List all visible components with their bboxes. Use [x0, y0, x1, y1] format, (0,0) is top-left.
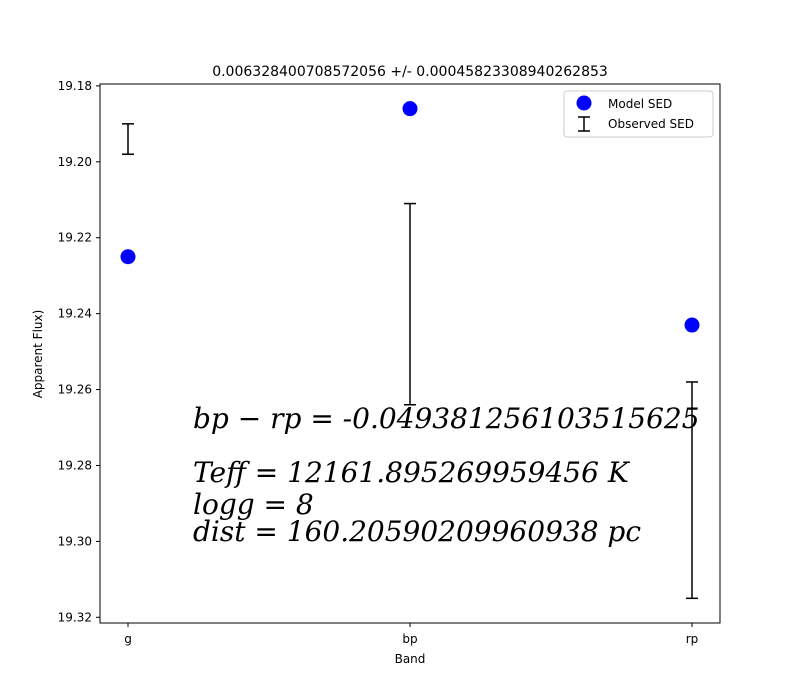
model-point-rp	[684, 317, 700, 333]
x-tick-label: g	[124, 632, 132, 646]
y-axis-ticks: 19.18 19.20 19.22 19.24 19.26 19.28 19.30 19.32	[58, 79, 100, 624]
x-axis-label: Band	[395, 652, 426, 666]
model-point-g	[120, 249, 136, 265]
observed-errorbar-g	[122, 123, 134, 155]
observed-sed-errorbars	[122, 123, 698, 600]
chart-annotations: bp − rp = -0.0493812561035156​25 Teff = 1…	[193, 402, 700, 548]
y-axis-label: Apparent Flux)	[31, 310, 45, 399]
annotation-3: dist = 160.20590209960938 pc	[193, 515, 641, 548]
y-tick-label: 19.18	[58, 79, 92, 93]
plot-frame	[99, 83, 721, 624]
annotation-2: logg = 8	[193, 488, 314, 521]
legend-model-marker	[576, 95, 592, 111]
legend: Model SED Observed SED	[563, 90, 714, 138]
y-tick-label: 19.26	[58, 383, 92, 397]
x-tick-label: bp	[402, 632, 417, 646]
chart-title: 0.006328400708572056 +/- 0.0004582330894…	[212, 64, 608, 80]
y-tick-label: 19.24	[58, 307, 92, 321]
legend-observed-label: Observed SED	[608, 117, 694, 131]
y-tick-label: 19.32	[58, 610, 92, 624]
model-sed-points	[120, 101, 700, 333]
model-point-bp	[402, 101, 418, 117]
observed-errorbar-rp	[686, 381, 698, 600]
y-tick-label: 19.22	[58, 231, 92, 245]
y-tick-label: 19.20	[58, 155, 92, 169]
observed-errorbar-bp	[404, 202, 416, 406]
y-tick-label: 19.30	[58, 534, 92, 548]
legend-model-label: Model SED	[608, 97, 672, 111]
legend-box	[563, 90, 714, 138]
x-axis-ticks: g bp rp	[124, 623, 698, 646]
x-tick-label: rp	[686, 632, 699, 646]
y-tick-label: 19.28	[58, 458, 92, 472]
annotation-0: bp − rp = -0.0493812561035156​25	[193, 402, 700, 435]
annotation-1: Teff = 12161.895269959456 K	[193, 456, 631, 489]
